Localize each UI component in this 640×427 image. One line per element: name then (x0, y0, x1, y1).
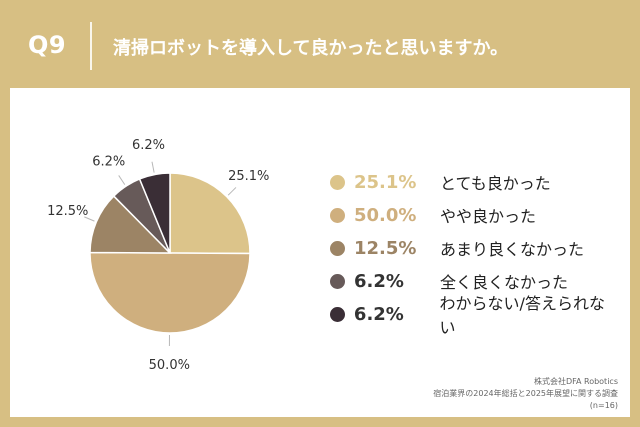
legend-swatch (330, 240, 345, 256)
pie-data-label: 6.2% (132, 138, 165, 153)
logo-text: DFA (42, 386, 88, 410)
question-number: Q9 (28, 31, 67, 59)
source-note: 株式会社DFA Robotics 宿泊業界の2024年総括と2025年展望に関す… (433, 376, 618, 412)
legend-label: 全く良くなかった (440, 273, 569, 292)
legend-item: 6.2% 全く良くなかった (330, 269, 620, 293)
pie-leader-line (118, 175, 126, 185)
pie-data-label: 25.1% (228, 169, 269, 184)
legend-percent: 25.1% (354, 171, 417, 193)
legend-label: とても良かった (440, 174, 551, 193)
header-divider (90, 22, 92, 70)
pie-slice (138, 172, 171, 254)
pie-slice (169, 172, 251, 255)
pie-slice (89, 195, 172, 254)
legend-item: 50.0% やや良かった (330, 203, 620, 227)
legend-percent: 12.5% (354, 237, 417, 259)
pie-data-label: 12.5% (47, 204, 88, 219)
pie-leader-line (84, 216, 95, 222)
legend-label: やや良かった (440, 207, 537, 226)
pie-data-label: 6.2% (92, 154, 125, 169)
source-line: (n=16) (589, 401, 618, 410)
header: Q9 清掃ロボットを導入して良かったと思いますか。 (0, 0, 640, 88)
legend-swatch (330, 306, 345, 322)
pie-leader-line (227, 187, 237, 196)
source-line: 宿泊業界の2024年総括と2025年展望に関する調査 (433, 389, 618, 398)
question-text: 清掃ロボットを導入して良かったと思いますか。 (113, 38, 509, 59)
logo-subtext: Robotics (50, 407, 93, 415)
source-line: 株式会社DFA Robotics (533, 377, 618, 386)
pie-leader-line (151, 161, 155, 173)
legend-percent: 6.2% (354, 270, 404, 292)
legend-label: あまり良くなかった (440, 240, 585, 259)
legend-swatch (330, 207, 345, 223)
legend-item: 25.1% とても良かった (330, 170, 620, 194)
pie-slice (89, 251, 251, 334)
legend-swatch (330, 174, 345, 190)
legend-percent: 6.2% (353, 303, 404, 325)
pie-data-label: 50.0% (149, 358, 190, 373)
legend-swatch (330, 273, 345, 289)
legend-item: 6.2% わからない/答えられない (330, 294, 620, 337)
legend-item: 12.5% あまり良くなかった (330, 236, 620, 260)
legend-label: わからない/答えられない (439, 294, 605, 337)
legend-percent: 50.0% (354, 204, 417, 226)
dfa-logo-icon (18, 387, 41, 408)
